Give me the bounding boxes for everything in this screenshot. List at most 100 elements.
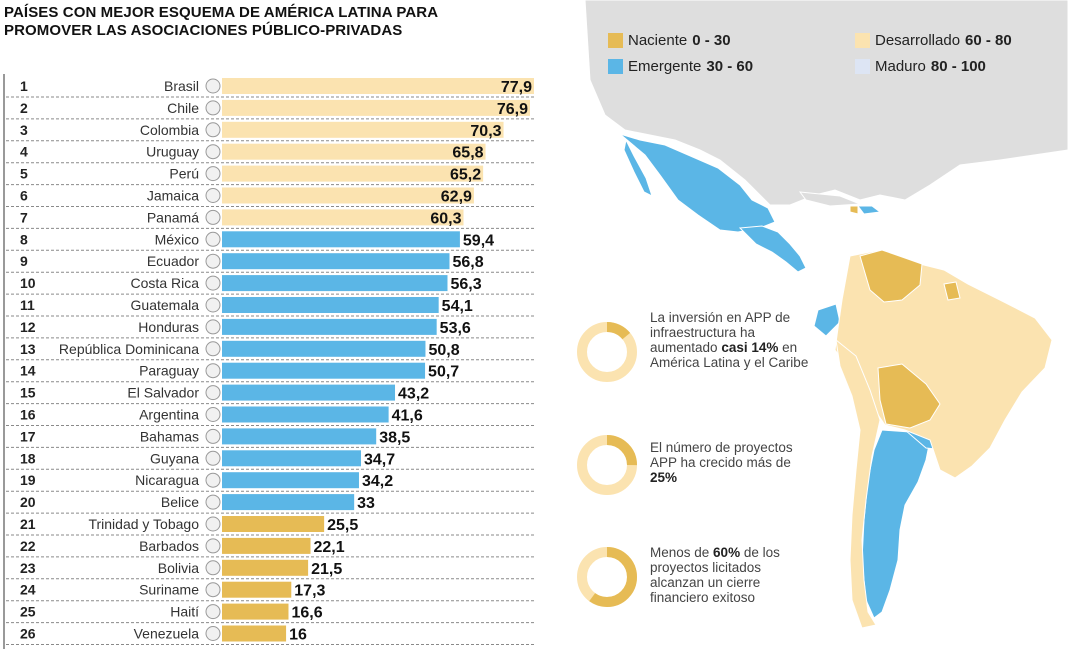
country-label: Chile [167,100,199,116]
stat-fragment: El número de proyectos APP ha crecido má… [650,440,793,470]
legend-swatch [855,59,870,74]
legend-label: Desarrollado [875,32,961,49]
country-label: Belice [161,494,199,510]
bar [222,559,309,576]
value-label: 60,3 [430,210,461,227]
stat-text: El número de proyectos APP ha crecido má… [650,440,810,485]
country-label: Trinidad y Tobago [88,516,199,532]
country-label: Argentina [139,407,199,423]
value-label: 50,7 [428,364,459,381]
bar [222,78,534,94]
legend-range: 0 - 30 [692,32,731,49]
legend-label: Emergente [628,58,702,75]
bar-row: 13 República Dominicana 50,8 [6,340,536,361]
map-ecuador [813,303,841,337]
bar-row: 5 Perú 65,2 [6,165,536,186]
bar [222,362,426,379]
chart-title-line-2: PROMOVER LAS ASOCIACIONES PÚBLICO-PRIVAD… [4,22,403,39]
rank-label: 24 [20,582,36,598]
value-label: 50,8 [428,342,459,359]
stat-fragment: Menos de [650,545,714,560]
bar [222,275,448,292]
bar-row: 14 Paraguay 50,7 [6,362,536,383]
value-label: 56,3 [450,276,481,293]
map-chile-peru [835,338,881,629]
bar-row: 26 Venezuela 16 [6,625,536,645]
bar-row: 17 Bahamas 38,5 [6,428,536,448]
bar-row: 23 Bolivia 21,5 [6,559,536,580]
bar [222,450,361,467]
bar [222,384,396,401]
map-haiti [849,205,859,215]
bar [222,516,325,532]
latin-america-map [584,0,1068,629]
flag-icon [205,100,221,116]
country-label: Bolivia [158,560,199,576]
value-label: 65,2 [450,167,481,184]
bar-row: 8 México 59,4 [6,231,536,251]
bar-row: 10 Costa Rica 56,3 [6,275,536,295]
legend-label: Maduro [875,58,926,75]
value-label: 22,1 [314,539,345,556]
rank-label: 3 [20,122,28,138]
bar [222,603,289,620]
bar [222,340,426,357]
flag-icon [205,253,221,269]
bar-row: 24 Suriname 17,3 [6,581,536,602]
country-label: Ecuador [147,253,199,269]
map-bolivia [877,363,941,429]
map-mexico [619,133,776,233]
country-label: Uruguay [146,144,199,160]
value-label: 21,5 [311,561,342,578]
map-suriname [943,281,961,301]
chart-title: PAÍSES CON MEJOR ESQUEMA DE AMÉRICA LATI… [4,4,524,40]
legend-swatch [608,33,623,48]
rank-label: 18 [20,450,36,466]
stat-fragment: La inversión en APP de infraestructura h… [650,310,791,355]
value-label: 76,9 [497,101,528,118]
chart-title-line-1: PAÍSES CON MEJOR ESQUEMA DE AMÉRICA LATI… [4,4,439,21]
bar [222,406,389,423]
country-label: Guatemala [131,297,200,313]
bar [222,187,474,204]
rank-label: 12 [20,319,36,335]
bar [222,209,464,226]
legend-item-maduro: Maduro 80 - 100 [855,58,986,75]
rank-label: 8 [20,231,28,247]
bar-row: 16 Argentina 41,6 [6,406,536,426]
country-label: Brasil [164,78,199,94]
bar [222,428,377,445]
rank-label: 1 [20,78,28,94]
rank-label: 17 [20,428,36,444]
donut-fill [577,435,637,495]
flag-icon [205,78,221,94]
bar-row: 7 Panamá 60,3 [6,209,536,229]
stat-text: La inversión en APP de infraestructura h… [650,310,810,370]
value-label: 41,6 [392,408,423,425]
legend-item-desarrollado: Desarrollado 60 - 80 [855,32,1012,49]
bar-row: 18 Guyana 34,7 [6,450,536,470]
rank-label: 19 [20,472,36,488]
flag-icon [205,428,221,444]
rank-label: 14 [20,363,36,379]
stat-text: Menos de 60% de los proyectos licitados … [650,545,810,605]
bar-row: 15 El Salvador 43,2 [6,384,536,405]
bar [222,165,484,182]
bar [222,494,355,511]
value-label: 56,8 [452,254,483,271]
flag-icon [205,472,221,488]
flag-icon [205,166,221,182]
rank-label: 21 [20,516,36,532]
stat-highlight: casi 14% [721,340,779,355]
legend-swatch [608,59,623,74]
flag-icon [205,494,221,510]
flag-icon [205,144,221,160]
value-label: 62,9 [441,189,472,206]
rank-label: 10 [20,275,36,291]
value-label: 34,7 [364,451,395,468]
bar-row: 2 Chile 76,9 [6,99,536,120]
bar-row: 20 Belice 33 [6,494,536,514]
flag-icon [205,297,221,313]
flag-icon [205,516,221,532]
value-label: 33 [357,495,375,512]
